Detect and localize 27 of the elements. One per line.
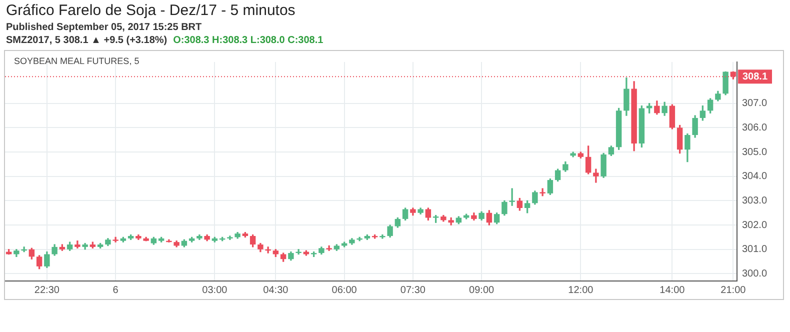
x-tick-label: 03:00 bbox=[202, 284, 228, 296]
y-tick-label: 307.0 bbox=[742, 98, 768, 110]
text: SMZ2017, 5 308.1 ▲ +9.5 (+3.18%) bbox=[6, 35, 168, 46]
candlestick bbox=[540, 188, 546, 196]
candlestick bbox=[509, 188, 515, 206]
x-tick-label: 12:00 bbox=[568, 284, 594, 296]
annotation: SOYBEAN MEAL FUTURES, 5 bbox=[14, 56, 140, 66]
x-tick-label: 6 bbox=[112, 284, 119, 296]
ref-line-label: 308.1 bbox=[742, 71, 768, 82]
x-tick-label: 04:30 bbox=[263, 284, 289, 296]
y-tick-label: 301.0 bbox=[742, 244, 768, 256]
candlestick bbox=[593, 168, 599, 183]
text: O:308.3 H:308.3 L:308.0 C:308.1 bbox=[173, 35, 324, 46]
y-tick-label: 305.0 bbox=[742, 146, 768, 158]
x-tick-label: 14:00 bbox=[660, 284, 686, 296]
y-tick-label: 302.0 bbox=[742, 220, 768, 231]
chart-subtitle: Published September 05, 2017 15:25 BRT bbox=[6, 22, 202, 33]
y-tick-label: 304.0 bbox=[742, 171, 768, 182]
x-tick-label: 21:00 bbox=[720, 284, 746, 296]
x-tick-label: 07:30 bbox=[400, 284, 426, 296]
x-tick-label: 06:00 bbox=[332, 284, 358, 296]
y-tick-label: 306.0 bbox=[742, 122, 768, 134]
y-tick-label: 303.0 bbox=[742, 195, 768, 206]
y-tick-label: 300.0 bbox=[742, 268, 768, 280]
chart-title: Gráfico Farelo de Soja - Dez/17 - 5 minutos bbox=[6, 2, 296, 19]
x-tick-label: 09:00 bbox=[469, 284, 495, 296]
x-tick-label: 22:30 bbox=[34, 284, 60, 296]
